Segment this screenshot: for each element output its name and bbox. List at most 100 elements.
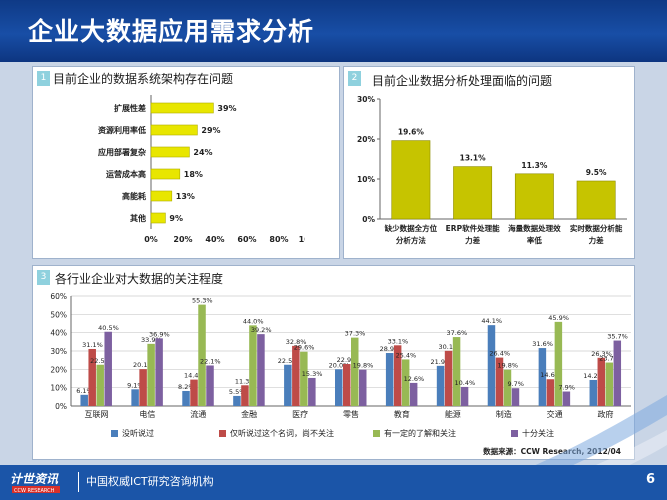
data-label: 8.2% bbox=[178, 383, 195, 391]
data-label: 14.6% bbox=[540, 371, 561, 379]
bar bbox=[605, 362, 614, 406]
bar bbox=[576, 180, 616, 220]
category-label: 高能耗 bbox=[122, 191, 146, 201]
bar bbox=[335, 369, 343, 406]
page-number: 6 bbox=[645, 472, 655, 487]
panel-number: 3 bbox=[37, 270, 50, 285]
data-label: 36.9% bbox=[149, 330, 170, 338]
x-tick-label: 80% bbox=[269, 235, 288, 244]
data-label: 9.7% bbox=[507, 380, 524, 388]
data-label: 9.5% bbox=[586, 168, 607, 177]
bar bbox=[538, 348, 547, 406]
bar bbox=[436, 365, 445, 406]
data-label: 30.1% bbox=[438, 343, 459, 351]
data-label: 28.9% bbox=[380, 345, 401, 353]
category-label: 金融 bbox=[241, 409, 257, 419]
data-label: 29.6% bbox=[294, 344, 315, 352]
data-label: 9.1% bbox=[127, 381, 144, 389]
data-label: 31.6% bbox=[532, 340, 553, 348]
bar bbox=[96, 364, 104, 406]
y-tick-label: 60% bbox=[50, 292, 67, 301]
data-label: 14.2% bbox=[583, 372, 604, 380]
category-label: 能源 bbox=[445, 409, 461, 419]
legend-swatch bbox=[373, 430, 380, 437]
bar bbox=[613, 340, 622, 406]
category-label: 政府 bbox=[598, 409, 614, 419]
category-label: 医疗 bbox=[292, 409, 308, 419]
data-label: 37.6% bbox=[446, 329, 467, 337]
data-label: 19.8% bbox=[353, 362, 374, 370]
category-label: 力差 bbox=[589, 235, 604, 245]
y-tick-label: 50% bbox=[50, 310, 67, 319]
company-logo: 计世资讯 CCW RESEARCH bbox=[10, 472, 60, 494]
category-label: 分析方法 bbox=[396, 235, 426, 245]
panel-title: 目前企业的数据系统架构存在问题 bbox=[53, 72, 234, 86]
data-label: 20.0% bbox=[329, 361, 350, 369]
category-label: 运营成本高 bbox=[106, 169, 146, 179]
bar bbox=[155, 338, 163, 406]
bar bbox=[487, 325, 496, 406]
bar bbox=[546, 379, 555, 406]
y-tick-label: 0% bbox=[55, 402, 67, 411]
bar bbox=[150, 212, 166, 224]
data-label: 22.1% bbox=[200, 357, 221, 365]
panel-industry-attention: 3 各行业企业对大数据的关注程度 0% 10% 20% 30% 40% 50% 60% 互联网… bbox=[32, 265, 635, 460]
y-tick-label: 0% bbox=[362, 215, 375, 224]
data-label: 33.1% bbox=[388, 337, 409, 345]
panel-number: 1 bbox=[37, 71, 50, 86]
bar bbox=[503, 369, 512, 406]
svg-text:CCW RESEARCH: CCW RESEARCH bbox=[14, 488, 55, 494]
category-label: 互联网 bbox=[84, 410, 108, 419]
bar bbox=[460, 386, 469, 406]
data-label: 10.4% bbox=[454, 379, 475, 387]
category-label: 电信 bbox=[139, 409, 155, 419]
category-label: 海量数据处理效 bbox=[508, 223, 561, 233]
data-label: 22.9% bbox=[337, 356, 358, 364]
bar bbox=[385, 353, 394, 406]
data-label: 44.1% bbox=[481, 317, 502, 325]
data-label: 13.1% bbox=[460, 154, 487, 163]
footer-org-text: 中国权威ICT研究咨询机构 bbox=[86, 475, 214, 488]
data-label: 22.5% bbox=[90, 357, 111, 365]
data-label: 39.2% bbox=[251, 326, 272, 334]
chart-source: 数据来源：CCW Research, 2012/04 bbox=[483, 446, 621, 456]
bar bbox=[495, 357, 504, 406]
y-tick-label: 10% bbox=[50, 384, 67, 393]
data-label: 37.3% bbox=[345, 330, 366, 338]
data-label: 35.7% bbox=[607, 333, 628, 341]
category-label: 率低 bbox=[527, 235, 542, 245]
category-label: 资源利用率低 bbox=[98, 125, 146, 135]
bar bbox=[597, 357, 606, 406]
panel-analysis-issues: 2 目前企业数据分析处理面临的问题 0% 10% 20% 30% 19.6% 缺少数据全方… bbox=[343, 66, 635, 259]
x-tick-label: 20% bbox=[173, 235, 192, 244]
data-label: 11.3% bbox=[521, 161, 548, 170]
data-label: 12.6% bbox=[404, 375, 425, 383]
legend-swatch bbox=[511, 430, 518, 437]
data-label: 6.1% bbox=[76, 387, 93, 395]
bar bbox=[351, 337, 359, 406]
y-tick-label: 20% bbox=[357, 135, 375, 144]
y-tick-label: 30% bbox=[357, 95, 375, 104]
data-label: 26.4% bbox=[489, 350, 510, 358]
bar bbox=[284, 364, 292, 406]
bar bbox=[453, 166, 493, 220]
slide-header: 企业大数据应用需求分析 bbox=[0, 0, 667, 62]
bar bbox=[80, 394, 88, 406]
bar bbox=[393, 345, 402, 406]
category-label: 零售 bbox=[343, 409, 359, 419]
bar bbox=[150, 102, 214, 114]
y-tick-label: 10% bbox=[357, 175, 375, 184]
bar bbox=[190, 379, 198, 406]
bar bbox=[233, 395, 241, 406]
data-label: 44.0% bbox=[243, 317, 264, 325]
category-label: 扩展性差 bbox=[114, 103, 146, 113]
category-label: 缺少数据全方位 bbox=[384, 223, 438, 233]
data-label: 23.7% bbox=[599, 355, 620, 363]
chart-industry-attention: 0% 10% 20% 30% 40% 50% 60% 互联网 6.1% 31.1% 22.5% 40.… bbox=[50, 292, 631, 456]
data-label: 20.1% bbox=[133, 361, 154, 369]
data-label: 7.9% bbox=[558, 384, 575, 392]
data-label: 40.5% bbox=[98, 324, 119, 332]
category-label: 力差 bbox=[465, 235, 480, 245]
bar bbox=[511, 388, 520, 406]
